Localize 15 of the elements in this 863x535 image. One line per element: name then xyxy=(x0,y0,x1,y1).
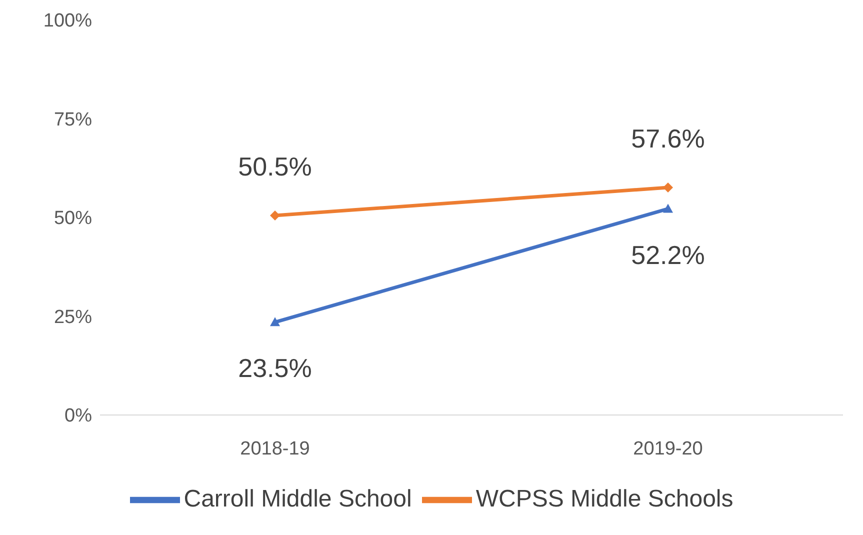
point xyxy=(270,210,280,221)
data-label: 57.6% xyxy=(631,123,705,154)
y-tick-label: 75% xyxy=(54,109,92,130)
legend-label: Carroll Middle School xyxy=(184,485,412,512)
x-tick-label: 2019-20 xyxy=(633,438,703,460)
data-label: 23.5% xyxy=(238,353,312,384)
y-tick-label: 0% xyxy=(64,406,92,427)
y-tick-label: 50% xyxy=(54,208,92,230)
point xyxy=(663,182,673,192)
data-label: 52.2% xyxy=(631,240,705,270)
x-tick-label: 2018-19 xyxy=(240,438,310,460)
y-tick-label: 25% xyxy=(54,306,92,328)
legend-label: WCPSS Middle Schools xyxy=(476,485,734,512)
data-label: 50.5% xyxy=(238,152,312,182)
y-tick-label: 100% xyxy=(43,10,92,32)
